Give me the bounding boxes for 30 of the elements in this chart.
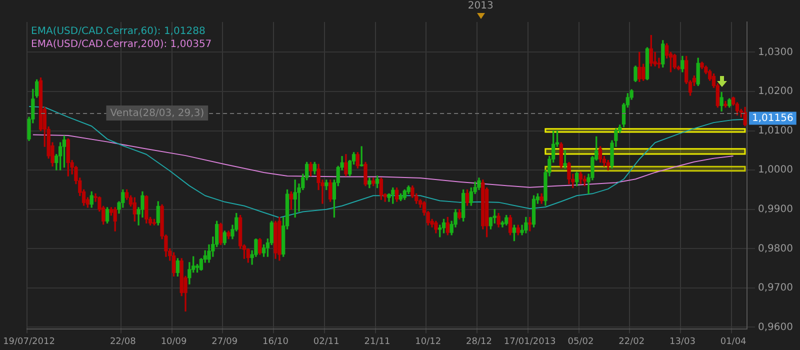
text: 2013 bbox=[468, 0, 494, 12]
x-tick-label: 13/03 bbox=[669, 336, 696, 347]
y-tick-label: 0,9600 bbox=[758, 322, 794, 333]
y-tick-label: 1,0100 bbox=[758, 125, 794, 136]
text: 1,01156 bbox=[752, 112, 794, 124]
y-tick-label: 1,0300 bbox=[758, 46, 794, 58]
x-tick-label: 01/04 bbox=[720, 336, 747, 347]
x-tick-label: 27/09 bbox=[212, 336, 238, 347]
text: EMA(USD/CAD.Cerrar,60): 1,01288 bbox=[31, 25, 206, 38]
y-tick-label: 0,9900 bbox=[758, 204, 794, 215]
y-tick-label: 0,9800 bbox=[758, 243, 794, 254]
x-tick-label: 05/02 bbox=[568, 336, 594, 347]
x-tick-label: 10/09 bbox=[160, 336, 188, 347]
x-tick-label: 22/02 bbox=[618, 336, 645, 347]
x-tick-label: 17/01/2013 bbox=[504, 336, 556, 347]
x-tick-label: 22/08 bbox=[110, 336, 136, 347]
y-tick-label: 1,0000 bbox=[758, 164, 794, 176]
candlestick bbox=[293, 180, 297, 218]
x-tick-label: 10/12 bbox=[415, 336, 442, 347]
candlestick bbox=[563, 150, 567, 168]
text: EMA(USD/CAD.Cerrar,200): 1,00357 bbox=[31, 38, 212, 51]
x-tick-label: 28/12 bbox=[466, 336, 492, 347]
candlestick bbox=[657, 58, 661, 68]
x-tick-label: 21/11 bbox=[364, 336, 390, 347]
y-tick-label: 0,9700 bbox=[758, 282, 794, 294]
x-tick-label: 02/11 bbox=[313, 336, 340, 347]
ref-line-label: Venta(28/03, 29,3) bbox=[110, 108, 204, 120]
x-tick-label: 19/07/2012 bbox=[3, 336, 55, 347]
x-tick-label: 16/10 bbox=[262, 336, 289, 347]
y-tick-label: 1,0200 bbox=[758, 86, 794, 98]
